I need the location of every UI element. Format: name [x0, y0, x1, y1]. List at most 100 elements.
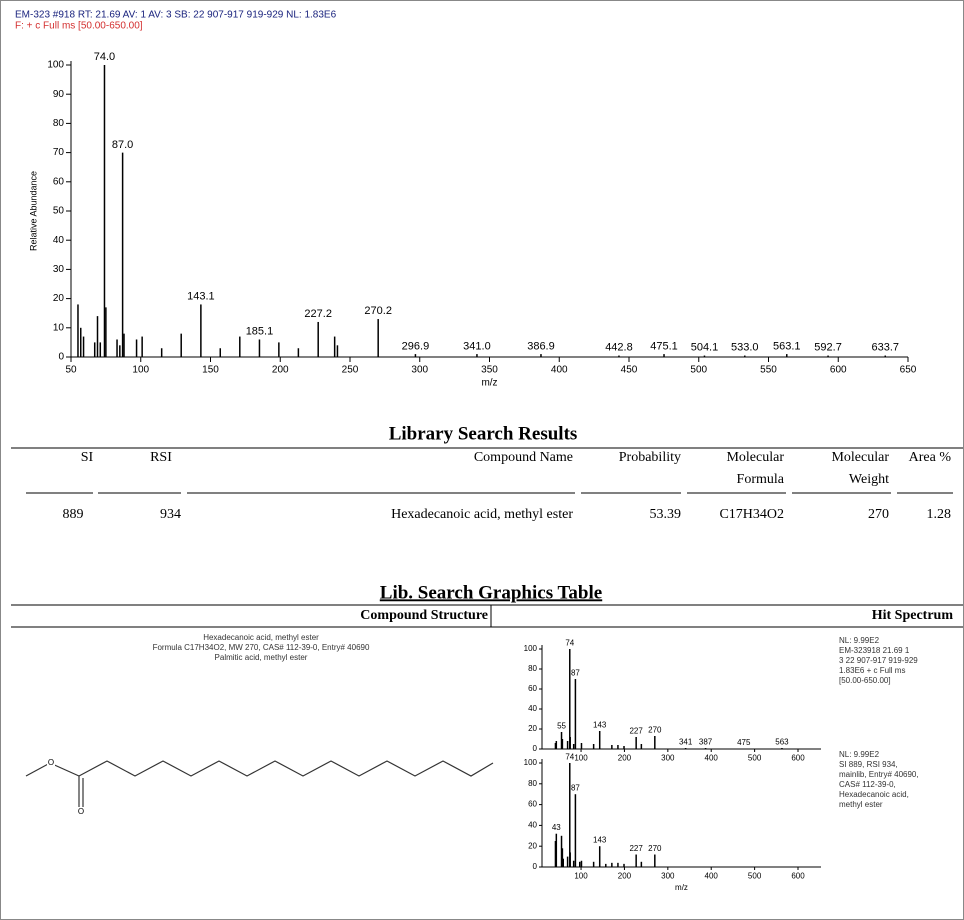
x-tick-label: 500 [748, 872, 762, 881]
x-axis-label: m/z [481, 378, 497, 389]
annotation: CAS# 112-39-0, [839, 780, 896, 789]
x-tick-label: 200 [618, 872, 632, 881]
annotation: NL: 9.99E2 [839, 636, 880, 645]
section-title: Library Search Results [389, 423, 578, 444]
y-tick-label: 60 [53, 176, 65, 187]
y-tick-label: 100 [47, 60, 64, 71]
y-tick-label: 0 [58, 352, 64, 363]
peak-label: 387 [699, 738, 713, 747]
chart-subtitle: F: + c Full ms [50.00-650.00] [15, 21, 143, 32]
peak-label: 296.9 [402, 340, 430, 352]
peak-label: 442.8 [605, 342, 633, 354]
y-tick-label: 0 [533, 862, 538, 871]
y-tick-label: 40 [528, 704, 537, 713]
y-tick-label: 50 [53, 206, 65, 217]
cell: 53.39 [650, 507, 682, 522]
x-tick-label: 300 [661, 754, 675, 763]
peak-label: 143 [593, 721, 607, 730]
peak-label: 74 [565, 639, 574, 648]
x-tick-label: 500 [690, 365, 707, 376]
x-tick-label: 250 [342, 365, 359, 376]
peak-label: 185.1 [246, 326, 274, 338]
annotation: SI 889, RSI 934, [839, 760, 898, 769]
cell: C17H34O2 [719, 507, 784, 522]
y-tick-label: 20 [528, 724, 537, 733]
x-axis-label: m/z [675, 883, 688, 892]
y-tick-label: 0 [533, 744, 538, 753]
atom: O [78, 807, 84, 816]
x-tick-label: 100 [574, 754, 588, 763]
y-tick-label: 30 [53, 264, 65, 275]
annotation: methyl ester [839, 800, 883, 809]
header-cell: Area % [909, 450, 952, 465]
cell: 270 [868, 507, 889, 522]
y-tick-label: 100 [524, 644, 538, 653]
peak-label: 341 [679, 738, 693, 747]
atom: O [48, 758, 54, 767]
header-cell: Probability [619, 450, 681, 465]
peak-label: 227.2 [304, 308, 332, 320]
y-tick-label: 20 [528, 841, 537, 850]
table-header: SI RSI Compound Name Probability Molecul… [81, 450, 952, 487]
peak-label: 74 [565, 753, 574, 762]
annotation: 1.83E6 + c Full ms [839, 666, 905, 675]
peak-label: 341.0 [463, 340, 491, 352]
y-tick-label: 20 [53, 293, 65, 304]
peak-label: 563.1 [773, 340, 801, 352]
annotation: NL: 9.99E2 [839, 750, 880, 759]
cell: Hexadecanoic acid, methyl ester [391, 507, 573, 522]
header-cell: Compound Name [474, 450, 573, 465]
peak-label: 227 [629, 844, 643, 853]
y-tick-label: 40 [528, 821, 537, 830]
peak-label: 633.7 [871, 342, 899, 354]
x-tick-label: 50 [65, 365, 77, 376]
annotation: mainlib, Entry# 40690, [839, 770, 919, 779]
peak-label: 87 [571, 784, 580, 793]
structure [25, 760, 494, 807]
peak-label: 55 [557, 722, 566, 731]
table-row: 889 934 Hexadecanoic acid, methyl ester … [63, 507, 952, 522]
caption-line: Hexadecanoic acid, methyl ester [203, 633, 319, 642]
peak-label: 475.1 [650, 340, 678, 352]
peak-label: 475 [737, 738, 751, 747]
x-tick-label: 450 [621, 365, 638, 376]
cell: 934 [160, 507, 181, 522]
peak-label: 143 [593, 836, 607, 845]
x-tick-label: 100 [574, 872, 588, 881]
peak-label: 563 [775, 738, 789, 747]
header-cell: Hit Spectrum [872, 608, 954, 623]
y-tick-label: 40 [53, 235, 65, 246]
x-tick-label: 150 [202, 365, 219, 376]
x-tick-label: 650 [900, 365, 917, 376]
carbon-chain [25, 760, 494, 777]
x-tick-label: 300 [411, 365, 428, 376]
peak-label: 533.0 [731, 342, 759, 354]
x-tick-label: 600 [791, 872, 805, 881]
peak-label: 270 [648, 726, 662, 735]
section-title: Lib. Search Graphics Table [380, 582, 602, 603]
y-axis-label: Relative Abundance [28, 171, 38, 251]
structure-caption: Hexadecanoic acid, methyl ester Formula … [153, 633, 370, 662]
y-tick-label: 60 [528, 684, 537, 693]
x-tick-label: 100 [132, 365, 149, 376]
header-cell: RSI [150, 450, 172, 465]
y-tick-label: 100 [524, 758, 538, 767]
header-cell: SI [81, 450, 94, 465]
y-tick-label: 80 [53, 118, 65, 129]
x-tick-label: 350 [481, 365, 498, 376]
peak-label: 87 [571, 669, 580, 678]
atom-bg [47, 759, 55, 768]
x-tick-label: 600 [830, 365, 847, 376]
annotation: Hexadecanoic acid, [839, 790, 909, 799]
peak-label: 270 [648, 844, 662, 853]
peak-label: 386.9 [527, 340, 555, 352]
header-cell: Compound Structure [360, 608, 488, 623]
cell: 889 [63, 507, 84, 522]
peak-label: 270.2 [364, 305, 392, 317]
caption-line: Palmitic acid, methyl ester [215, 653, 308, 662]
peak-label: 227 [629, 727, 643, 736]
x-tick-label: 500 [748, 754, 762, 763]
header-cell: Weight [849, 472, 889, 487]
y-tick-label: 10 [53, 322, 65, 333]
